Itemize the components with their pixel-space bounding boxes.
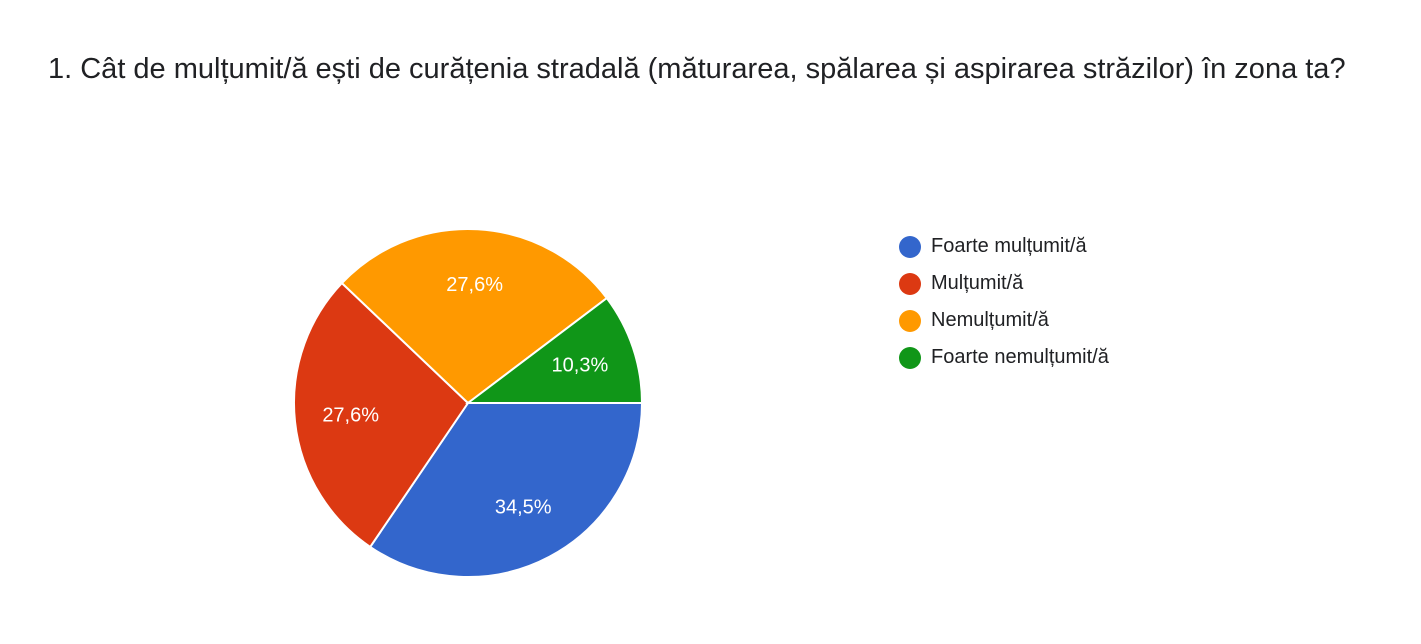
legend-item-3[interactable]: Nemulțumit/ă <box>899 302 1109 339</box>
pie-slice-label-1: 34,5% <box>495 496 552 518</box>
legend-swatch-icon <box>899 235 921 258</box>
pie-slice-label-3: 27,6% <box>446 274 503 296</box>
legend-item-1[interactable]: Foarte mulțumit/ă <box>899 228 1109 265</box>
legend-label: Foarte mulțumit/ă <box>931 235 1087 257</box>
legend: Foarte mulțumit/ă Mulțumit/ă Nemulțumit/ă F… <box>899 228 1109 376</box>
pie-slice-label-2: 27,6% <box>322 405 379 427</box>
legend-item-2[interactable]: Mulțumit/ă <box>899 265 1109 302</box>
pie-slice-3[interactable] <box>340 228 609 405</box>
chart-title: 1. Cât de mulțumit/ă ești de curățenia s… <box>48 53 1346 85</box>
pie-slice-2[interactable] <box>293 281 470 549</box>
legend-label: Mulțumit/ă <box>931 272 1024 294</box>
legend-label: Nemulțumit/ă <box>931 309 1049 331</box>
legend-swatch-icon <box>899 272 921 295</box>
legend-item-4[interactable]: Foarte nemulțumit/ă <box>899 339 1109 376</box>
legend-swatch-icon <box>899 309 921 332</box>
pie-slice-label-4: 10,3% <box>552 354 609 376</box>
pie-slice-4[interactable] <box>465 296 644 404</box>
legend-swatch-icon <box>899 346 921 369</box>
pie-slice-1[interactable] <box>368 402 644 578</box>
legend-label: Foarte nemulțumit/ă <box>931 346 1109 368</box>
